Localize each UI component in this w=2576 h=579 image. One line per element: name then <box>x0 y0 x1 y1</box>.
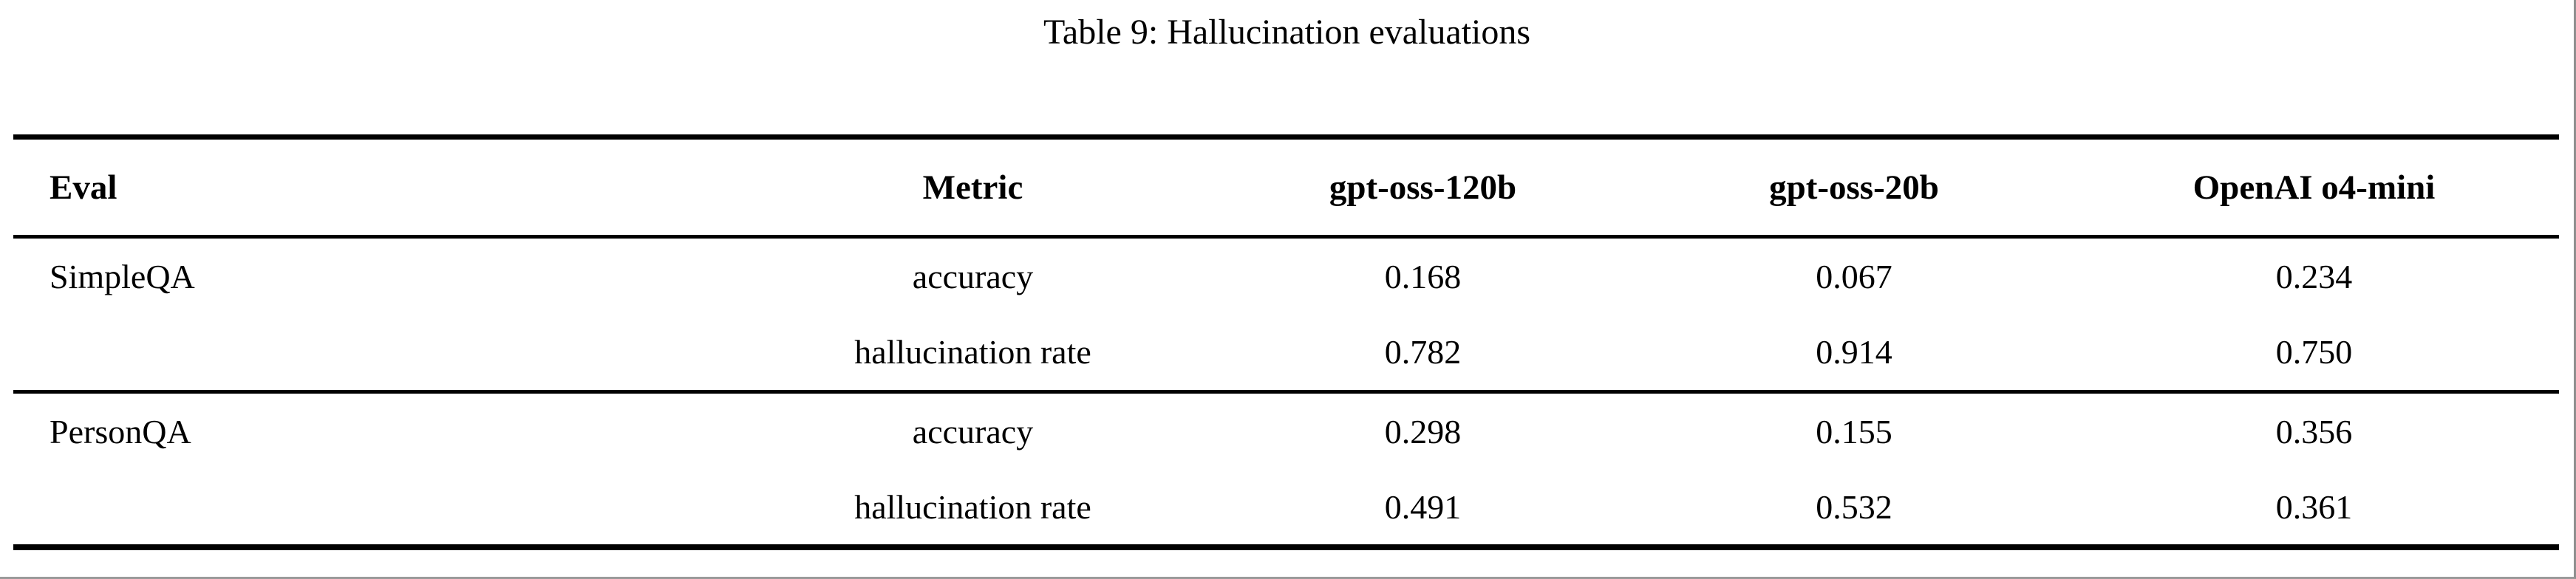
column-header-eval: Eval <box>50 168 117 207</box>
table-header: Eval Metric gpt-oss-120b gpt-oss-20b Ope… <box>13 137 2559 237</box>
value-cell-gpt-oss-20b: 0.155 <box>1816 412 1892 450</box>
column-header-gpt-oss-20b: gpt-oss-20b <box>1769 168 1939 207</box>
metric-cell: accuracy <box>912 412 1034 450</box>
column-header-gpt-oss-120b: gpt-oss-120b <box>1329 168 1517 207</box>
hallucination-evaluations-table: Eval Metric gpt-oss-120b gpt-oss-20b Ope… <box>13 134 2559 550</box>
column-header-openai-o4-mini: OpenAI o4-mini <box>2192 168 2436 207</box>
column-header-metric: Metric <box>922 168 1023 207</box>
value-cell-openai-o4-mini: 0.750 <box>2275 333 2353 371</box>
metric-cell: accuracy <box>912 257 1034 295</box>
eval-cell: PersonQA <box>50 412 191 450</box>
value-cell-gpt-oss-120b: 0.782 <box>1384 333 1462 371</box>
eval-cell: SimpleQA <box>50 257 195 295</box>
value-cell-gpt-oss-120b: 0.298 <box>1384 412 1462 450</box>
header-row: Eval Metric gpt-oss-120b gpt-oss-20b Ope… <box>13 137 2559 237</box>
metric-cell: hallucination rate <box>854 333 1091 371</box>
value-cell-gpt-oss-120b: 0.168 <box>1384 257 1462 295</box>
metric-cell: hallucination rate <box>854 487 1091 526</box>
table-row-simpleqa-hallucination-rate: hallucination rate 0.782 0.914 0.750 <box>13 315 2559 392</box>
value-cell-openai-o4-mini: 0.361 <box>2275 487 2353 526</box>
value-cell-gpt-oss-20b: 0.914 <box>1816 333 1892 371</box>
table-caption: Table 9: Hallucination evaluations <box>1043 13 1531 52</box>
value-cell-openai-o4-mini: 0.234 <box>2275 257 2353 295</box>
value-cell-openai-o4-mini: 0.356 <box>2275 412 2353 450</box>
value-cell-gpt-oss-20b: 0.532 <box>1816 487 1892 526</box>
table-row-simpleqa-accuracy: SimpleQA accuracy 0.168 0.067 0.234 <box>13 237 2559 315</box>
eval-cell <box>13 315 739 392</box>
table-row-personqa-hallucination-rate: hallucination rate 0.491 0.532 0.361 <box>13 470 2559 547</box>
value-cell-gpt-oss-120b: 0.491 <box>1384 487 1462 526</box>
eval-cell <box>13 470 739 547</box>
table-row-personqa-accuracy: PersonQA accuracy 0.298 0.155 0.356 <box>13 391 2559 470</box>
value-cell-gpt-oss-20b: 0.067 <box>1816 257 1892 295</box>
table-body: SimpleQA accuracy 0.168 0.067 0.234 hall… <box>13 237 2559 547</box>
